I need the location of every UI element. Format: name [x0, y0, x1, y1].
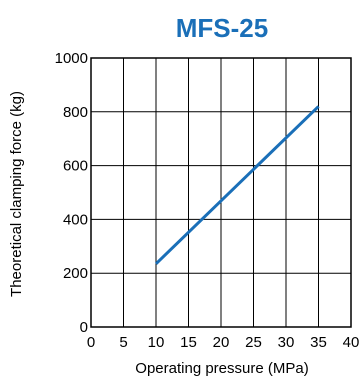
grid [90, 57, 352, 328]
x-tick-label: 25 [245, 334, 262, 351]
x-tick-label: 5 [119, 334, 127, 351]
y-tick-label: 800 [63, 104, 88, 121]
y-axis-label: Theoretical clamping force (kg) [8, 91, 25, 297]
plot-frame [90, 57, 352, 328]
y-tick-labels: 0 200 400 600 800 1000 [55, 50, 88, 336]
y-tick-label: 200 [63, 265, 88, 282]
x-tick-label: 10 [148, 334, 165, 351]
x-tick-label: 30 [278, 334, 295, 351]
x-tick-label: 15 [180, 334, 197, 351]
y-tick-label: 1000 [55, 50, 88, 67]
x-axis-label: Operating pressure (MPa) [135, 360, 308, 376]
y-tick-label: 0 [80, 319, 88, 336]
chart-title: MFS-25 [176, 13, 268, 43]
y-tick-label: 600 [63, 158, 88, 175]
x-tick-label: 35 [310, 334, 327, 351]
series-group [154, 105, 320, 265]
y-tick-label: 400 [63, 211, 88, 228]
x-tick-label: 20 [213, 334, 230, 351]
series-line [154, 105, 320, 265]
x-tick-label: 0 [87, 334, 95, 351]
x-tick-label: 40 [343, 334, 360, 351]
x-tick-labels: 0 5 10 15 20 25 30 35 40 [87, 334, 360, 351]
